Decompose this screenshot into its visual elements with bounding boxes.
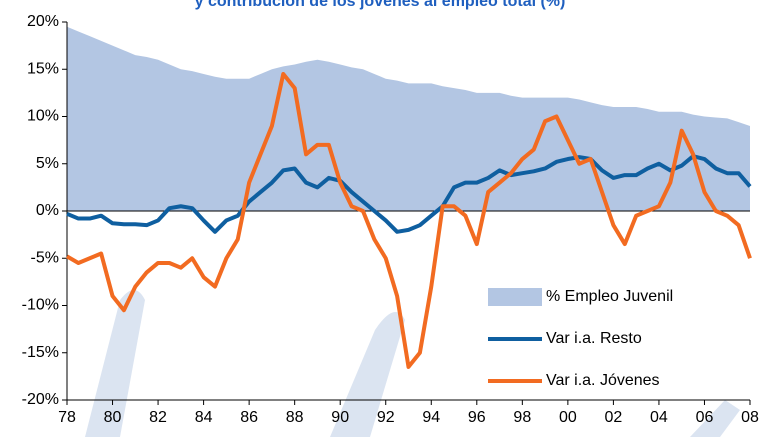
x-tick-label: 04 (650, 409, 668, 426)
x-tick-label: 94 (422, 409, 440, 426)
legend-label: Var i.a. Resto (546, 330, 642, 347)
y-tick-label: -15% (22, 344, 59, 361)
x-tick-label: 00 (559, 409, 577, 426)
x-tick-label: 92 (377, 409, 395, 426)
y-tick-label: 0% (36, 202, 59, 219)
x-tick-label: 02 (605, 409, 623, 426)
line (65, 71, 752, 369)
x-tick-label: 98 (513, 409, 531, 426)
y-tick-label: 15% (27, 60, 59, 77)
line (66, 154, 752, 234)
x-tick-label: 96 (468, 409, 486, 426)
x-tick-label: 08 (741, 409, 759, 426)
area (67, 26, 750, 211)
x-tick-label: 78 (58, 409, 76, 426)
y-tick-label: 10% (27, 108, 59, 125)
x-tick-label: 90 (331, 409, 349, 426)
x-tick-label: 84 (195, 409, 213, 426)
chart-title: y contribución de los jóvenes al empleo … (195, 0, 566, 10)
x-tick-label: 88 (286, 409, 304, 426)
y-tick-label: 20% (27, 13, 59, 30)
y-tick-label: -10% (22, 297, 59, 314)
x-tick-label: 82 (149, 409, 167, 426)
y-tick-label: 5% (36, 155, 59, 172)
legend-label: Var i.a. Jóvenes (546, 372, 660, 389)
x-tick-label: 86 (240, 409, 258, 426)
x-tick-label: 80 (104, 409, 122, 426)
x-tick-label: 06 (696, 409, 714, 426)
y-tick-label: -20% (22, 391, 59, 408)
y-tick-label: -5% (31, 249, 59, 266)
legend-label: % Empleo Juvenil (546, 288, 673, 305)
legend-swatch (488, 288, 542, 306)
